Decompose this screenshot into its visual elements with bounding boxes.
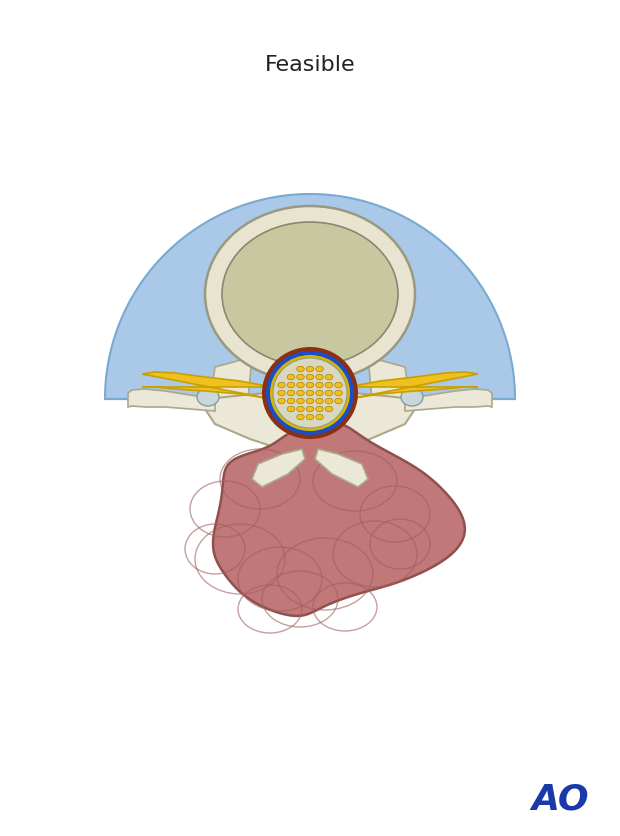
Ellipse shape	[306, 390, 314, 396]
Ellipse shape	[326, 399, 333, 405]
Ellipse shape	[306, 375, 314, 380]
Ellipse shape	[326, 390, 333, 396]
Ellipse shape	[316, 367, 323, 372]
Ellipse shape	[306, 399, 314, 405]
Ellipse shape	[297, 390, 304, 396]
Ellipse shape	[197, 389, 219, 406]
Ellipse shape	[306, 383, 314, 388]
Polygon shape	[128, 390, 215, 411]
Polygon shape	[405, 390, 492, 411]
Polygon shape	[315, 450, 368, 487]
Polygon shape	[205, 391, 415, 451]
Polygon shape	[105, 195, 515, 400]
Polygon shape	[348, 373, 478, 400]
Ellipse shape	[297, 375, 304, 380]
Text: AO: AO	[531, 782, 589, 816]
Ellipse shape	[287, 399, 294, 405]
Ellipse shape	[306, 407, 314, 412]
Ellipse shape	[278, 390, 285, 396]
Ellipse shape	[222, 222, 398, 366]
Text: Feasible: Feasible	[265, 55, 355, 75]
Ellipse shape	[270, 355, 350, 431]
Ellipse shape	[297, 367, 304, 372]
Ellipse shape	[297, 415, 304, 421]
Ellipse shape	[326, 375, 333, 380]
Ellipse shape	[306, 367, 314, 372]
Ellipse shape	[316, 415, 323, 421]
Ellipse shape	[273, 359, 347, 429]
Ellipse shape	[335, 399, 342, 405]
Ellipse shape	[401, 389, 423, 406]
Ellipse shape	[287, 375, 294, 380]
Ellipse shape	[297, 407, 304, 412]
Ellipse shape	[316, 375, 323, 380]
Ellipse shape	[297, 399, 304, 405]
Ellipse shape	[287, 383, 294, 388]
Ellipse shape	[205, 206, 415, 383]
Ellipse shape	[316, 390, 323, 396]
Ellipse shape	[316, 399, 323, 405]
Ellipse shape	[271, 382, 349, 437]
Ellipse shape	[287, 390, 294, 396]
Ellipse shape	[335, 383, 342, 388]
Ellipse shape	[326, 407, 333, 412]
Polygon shape	[142, 373, 272, 400]
Ellipse shape	[262, 348, 358, 440]
Ellipse shape	[278, 399, 285, 405]
Polygon shape	[252, 450, 305, 487]
Ellipse shape	[316, 407, 323, 412]
Ellipse shape	[316, 383, 323, 388]
Ellipse shape	[297, 383, 304, 388]
Ellipse shape	[306, 415, 314, 421]
Ellipse shape	[326, 383, 333, 388]
Polygon shape	[213, 422, 465, 616]
Polygon shape	[368, 358, 410, 400]
Ellipse shape	[278, 383, 285, 388]
Ellipse shape	[335, 390, 342, 396]
Polygon shape	[210, 358, 252, 400]
Ellipse shape	[287, 407, 294, 412]
Ellipse shape	[266, 352, 354, 436]
